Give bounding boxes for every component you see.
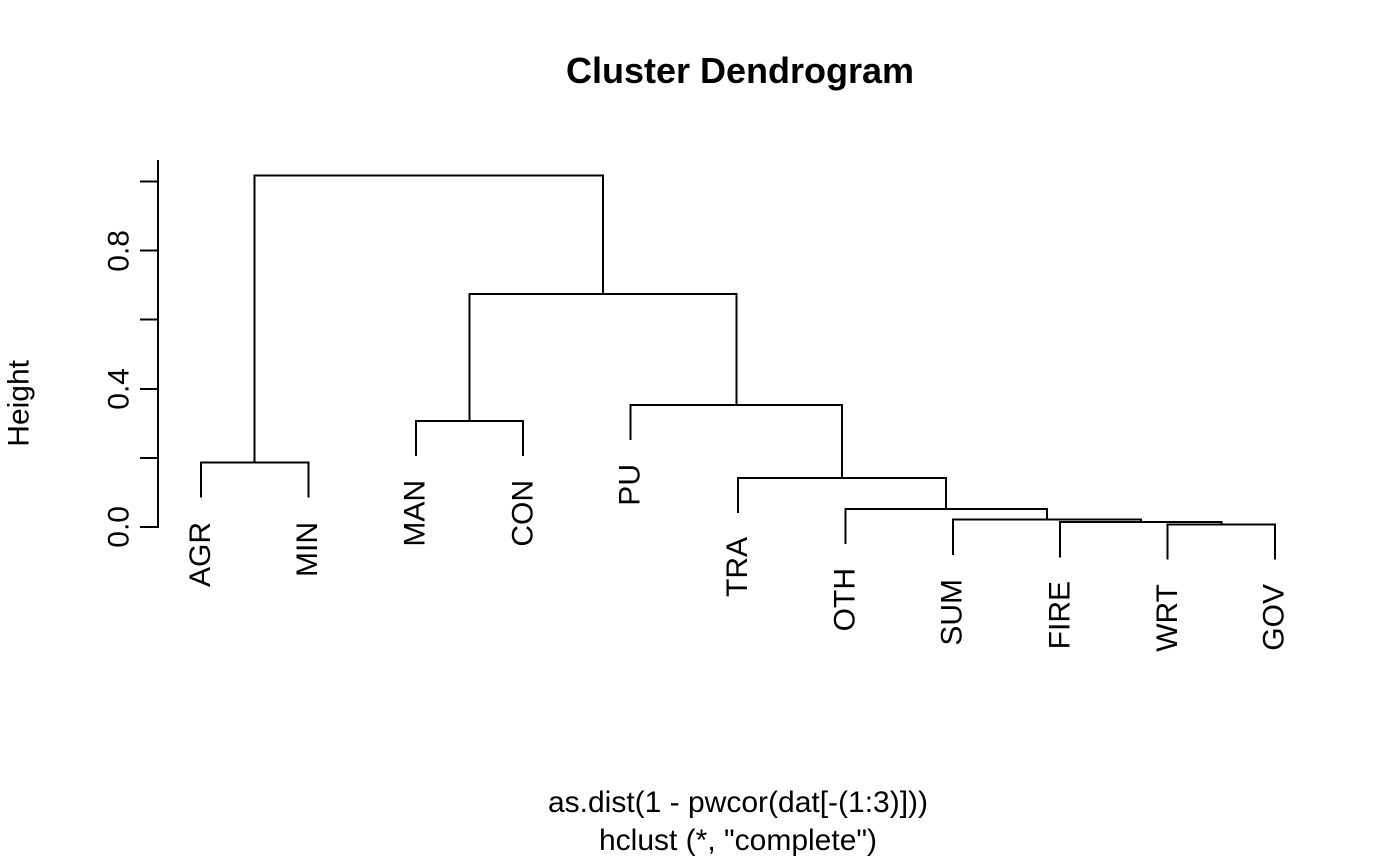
- leaf-label-man: MAN: [398, 480, 432, 547]
- chart-title: Cluster Dendrogram: [565, 50, 915, 91]
- leaf-label-wrt: WRT: [1150, 583, 1184, 652]
- leaf-label-pu: PU: [613, 464, 647, 506]
- leaf-label-gov: GOV: [1258, 583, 1291, 651]
- y-tick-label-0.8: 0.8: [103, 229, 136, 272]
- leaf-label-agr: AGR: [184, 521, 217, 587]
- chart-caption: as.dist(1 - pwcor(dat[-(1:3)])) hclust (…: [76, 784, 1400, 860]
- leaf-label-sum: SUM: [935, 578, 969, 646]
- y-tick-label-0.0: 0.0: [103, 506, 136, 548]
- leaf-label-tra: TRA: [721, 537, 754, 598]
- leaf-label-con: CON: [506, 480, 540, 547]
- leaf-label-oth: OTH: [828, 568, 862, 632]
- caption-distance-call: as.dist(1 - pwcor(dat[-(1:3)])): [547, 786, 929, 819]
- caption-hclust-call: hclust (*, "complete"): [598, 824, 878, 857]
- y-axis-label: Height: [3, 359, 36, 447]
- leaf-label-fire: FIRE: [1043, 581, 1077, 650]
- leaf-label-min: MIN: [291, 521, 325, 577]
- y-tick-label-0.4: 0.4: [103, 367, 136, 410]
